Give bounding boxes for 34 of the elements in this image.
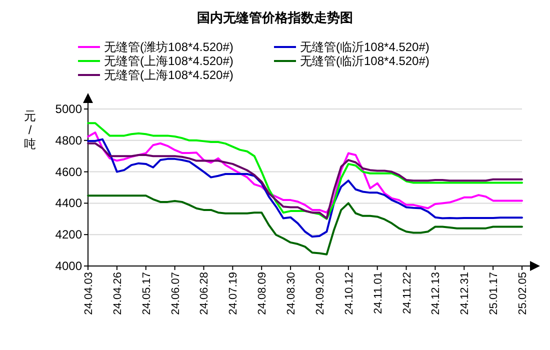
- line-series: [87, 138, 523, 238]
- legend-label: 无缝管(上海108*4.520#): [104, 68, 234, 82]
- legend-label: 无缝管(临沂108*4.520#): [300, 54, 430, 68]
- line-series: [87, 132, 523, 214]
- x-tick-label: 24.12.31: [459, 272, 472, 315]
- y-tick-label: 4200: [55, 228, 82, 242]
- y-tick-label: 4800: [55, 133, 82, 148]
- x-tick-label: 24.04.03: [83, 272, 95, 315]
- x-tick-label: 25.02.05: [517, 272, 529, 315]
- x-tick-label: 24.08.09: [256, 272, 269, 315]
- y-tick-label: 4400: [55, 196, 82, 210]
- x-tick-label: 24.09.20: [314, 272, 326, 315]
- x-tick-label: 24.11.22: [401, 272, 414, 314]
- line-series: [87, 142, 523, 220]
- x-tick-label: 24.04.26: [112, 272, 124, 315]
- x-tick-label: 24.07.19: [228, 272, 240, 315]
- legend-label: 无缝管(潍坊108*4.520#): [104, 40, 234, 54]
- legend-label: 无缝管(临沂108*4.520#): [300, 40, 430, 54]
- x-tick-label: 24.10.12: [343, 272, 356, 315]
- x-tick-label: 24.06.07: [170, 272, 182, 315]
- x-tick-label: 24.11.01: [372, 272, 384, 314]
- y-tick-label: 4000: [55, 259, 82, 273]
- x-tick-label: 24.08.30: [286, 272, 298, 315]
- y-tick-label: 5000: [55, 102, 82, 116]
- x-tick-label: 24.12.13: [430, 272, 442, 315]
- y-axis-title: 元/吨: [24, 109, 36, 151]
- x-tick-label: 25.01.17: [488, 272, 500, 315]
- x-tick-label: 24.06.28: [198, 272, 211, 315]
- chart-title: 国内无缝管价格指数走势图: [197, 10, 353, 25]
- line-series: [87, 194, 523, 256]
- line-series: [87, 122, 523, 220]
- legend-label: 无缝管(上海108*4.520#): [104, 54, 234, 68]
- x-tick-label: 24.05.17: [140, 272, 153, 315]
- y-tick-label: 4600: [55, 164, 82, 179]
